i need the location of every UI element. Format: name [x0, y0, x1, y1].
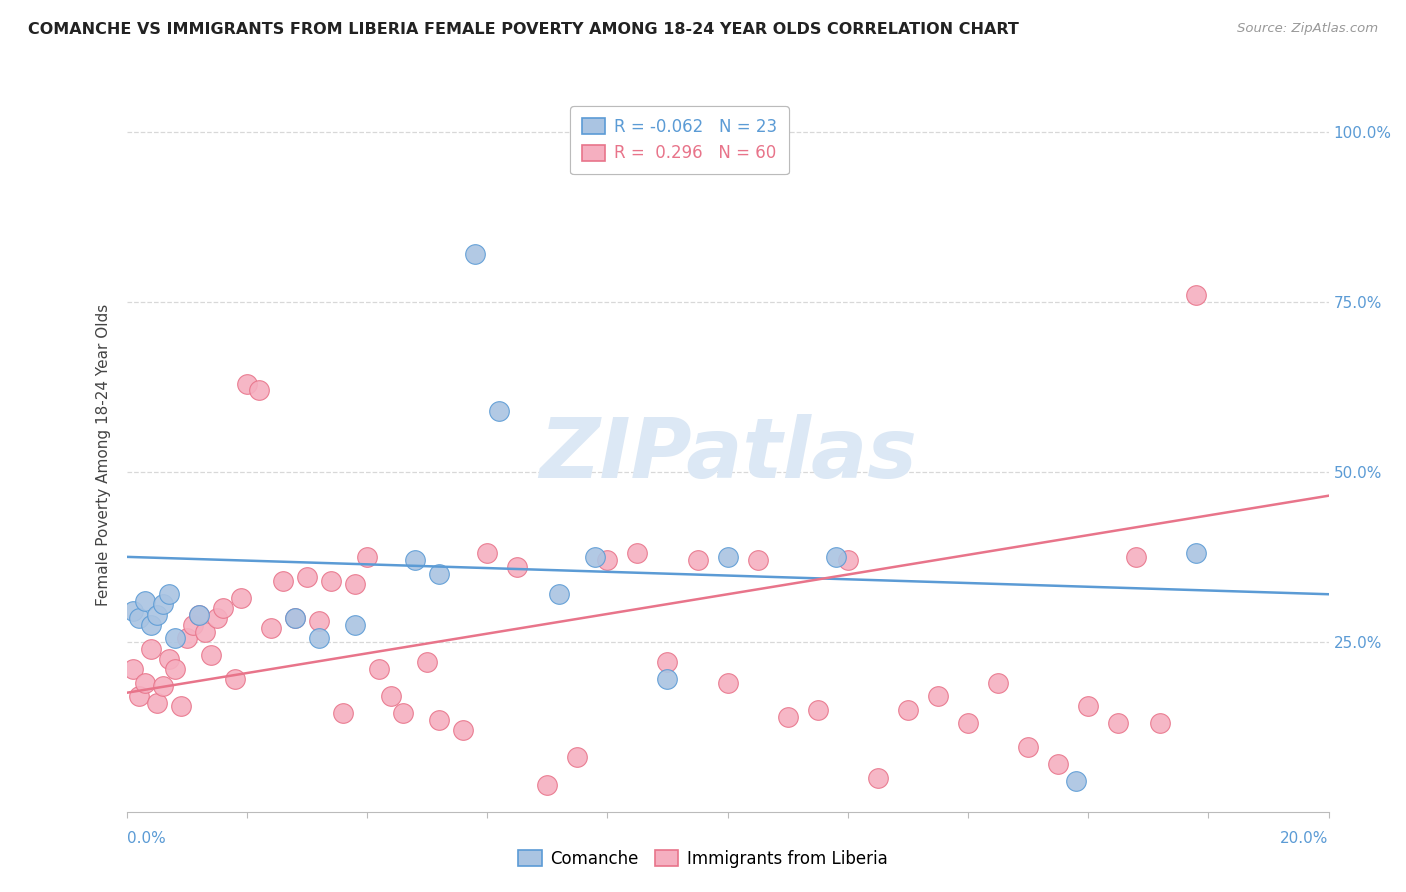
Legend: R = -0.062   N = 23, R =  0.296   N = 60: R = -0.062 N = 23, R = 0.296 N = 60 — [571, 106, 789, 174]
Point — [284, 611, 307, 625]
Point — [260, 621, 283, 635]
Point — [295, 570, 318, 584]
Point — [1077, 699, 1099, 714]
Point — [824, 549, 846, 564]
Point — [145, 607, 167, 622]
Point — [548, 587, 571, 601]
Point — [657, 672, 679, 686]
Point — [392, 706, 415, 721]
Point — [134, 594, 156, 608]
Point — [451, 723, 474, 738]
Point — [194, 624, 217, 639]
Point — [567, 750, 589, 764]
Point — [356, 549, 378, 564]
Text: Source: ZipAtlas.com: Source: ZipAtlas.com — [1237, 22, 1378, 36]
Point — [927, 689, 949, 703]
Point — [716, 675, 740, 690]
Point — [747, 553, 769, 567]
Point — [176, 632, 198, 646]
Point — [271, 574, 294, 588]
Point — [1185, 546, 1208, 560]
Legend: Comanche, Immigrants from Liberia: Comanche, Immigrants from Liberia — [512, 844, 894, 875]
Point — [163, 662, 186, 676]
Point — [464, 247, 486, 261]
Text: 0.0%: 0.0% — [127, 831, 166, 846]
Point — [224, 672, 246, 686]
Point — [128, 611, 150, 625]
Point — [837, 553, 859, 567]
Point — [200, 648, 222, 663]
Point — [319, 574, 342, 588]
Point — [1185, 288, 1208, 302]
Point — [284, 611, 307, 625]
Point — [121, 662, 143, 676]
Point — [1149, 716, 1171, 731]
Point — [152, 679, 174, 693]
Point — [343, 577, 366, 591]
Point — [211, 600, 233, 615]
Point — [897, 703, 920, 717]
Point — [1125, 549, 1147, 564]
Text: ZIPatlas: ZIPatlas — [538, 415, 917, 495]
Point — [139, 641, 162, 656]
Point — [626, 546, 648, 560]
Point — [139, 617, 162, 632]
Point — [686, 553, 709, 567]
Point — [536, 778, 558, 792]
Point — [583, 549, 606, 564]
Point — [205, 611, 228, 625]
Point — [368, 662, 391, 676]
Point — [247, 384, 270, 398]
Point — [956, 716, 979, 731]
Point — [332, 706, 354, 721]
Point — [987, 675, 1010, 690]
Point — [134, 675, 156, 690]
Point — [343, 617, 366, 632]
Point — [308, 632, 330, 646]
Point — [163, 632, 186, 646]
Text: 20.0%: 20.0% — [1281, 831, 1329, 846]
Point — [404, 553, 426, 567]
Point — [716, 549, 740, 564]
Point — [807, 703, 830, 717]
Point — [1107, 716, 1129, 731]
Point — [169, 699, 191, 714]
Point — [488, 403, 510, 417]
Point — [145, 696, 167, 710]
Point — [380, 689, 402, 703]
Point — [416, 655, 439, 669]
Point — [506, 560, 529, 574]
Point — [187, 607, 209, 622]
Text: COMANCHE VS IMMIGRANTS FROM LIBERIA FEMALE POVERTY AMONG 18-24 YEAR OLDS CORRELA: COMANCHE VS IMMIGRANTS FROM LIBERIA FEMA… — [28, 22, 1019, 37]
Point — [475, 546, 498, 560]
Point — [157, 652, 180, 666]
Point — [187, 607, 209, 622]
Point — [596, 553, 619, 567]
Point — [181, 617, 204, 632]
Point — [427, 713, 450, 727]
Point — [1064, 774, 1087, 789]
Point — [866, 771, 889, 785]
Point — [121, 604, 143, 618]
Y-axis label: Female Poverty Among 18-24 Year Olds: Female Poverty Among 18-24 Year Olds — [96, 304, 111, 606]
Point — [235, 376, 259, 391]
Point — [1017, 740, 1039, 755]
Point — [229, 591, 252, 605]
Point — [308, 615, 330, 629]
Point — [776, 709, 799, 723]
Point — [157, 587, 180, 601]
Point — [657, 655, 679, 669]
Point — [152, 598, 174, 612]
Point — [1047, 757, 1070, 772]
Point — [128, 689, 150, 703]
Point — [427, 566, 450, 581]
